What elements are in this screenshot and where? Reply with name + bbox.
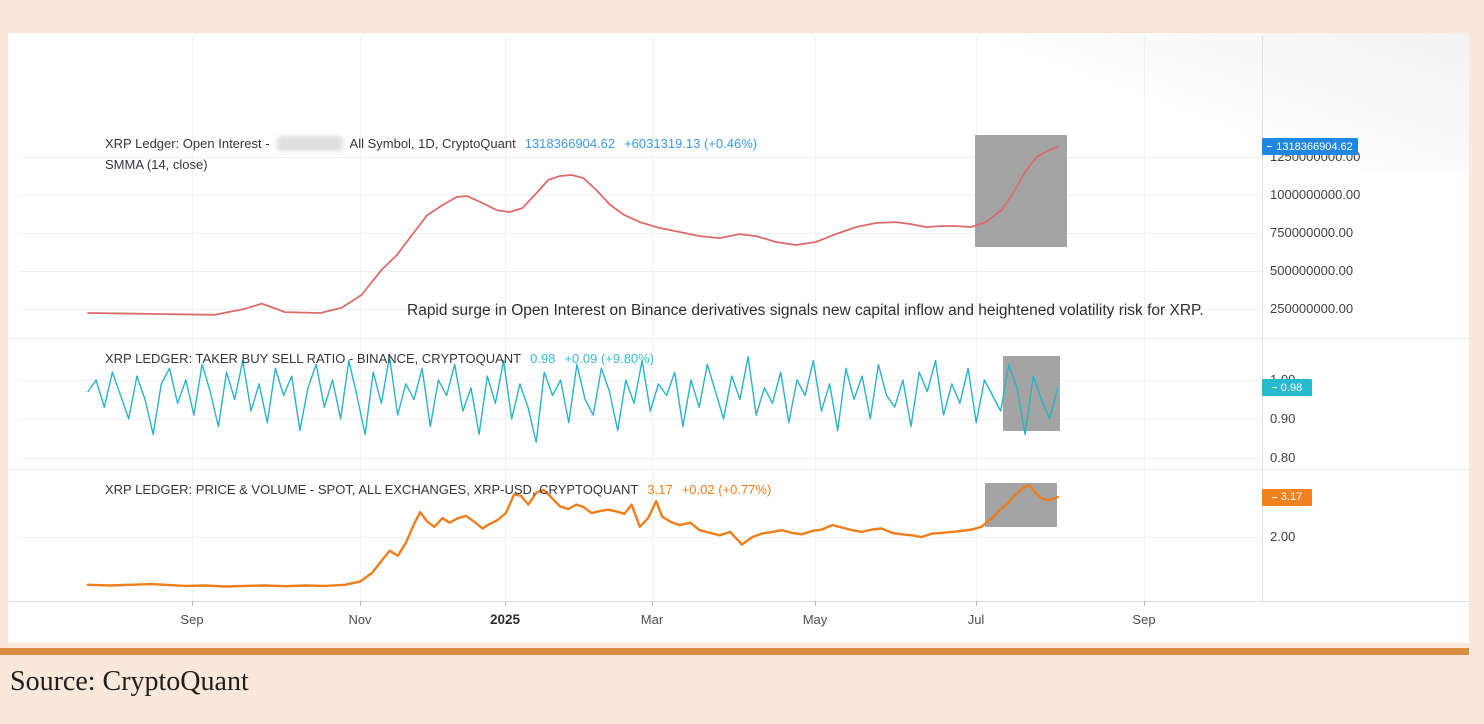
- x-axis-line: [8, 601, 1469, 602]
- x-axis-label: Jul: [967, 612, 985, 627]
- axis-tick-dash: [1271, 496, 1277, 498]
- y-axis-separator: [1262, 36, 1263, 601]
- price-badge: 0.98: [1262, 379, 1312, 397]
- month-gridline: [192, 36, 193, 601]
- source-caption: Source: CryptoQuant: [10, 666, 249, 697]
- month-gridline: [976, 36, 977, 601]
- x-axis-tick: [1144, 601, 1145, 606]
- badge-value: 0.98: [1280, 381, 1303, 394]
- x-axis-tick: [815, 601, 816, 606]
- x-axis-tick: [192, 601, 193, 606]
- x-axis-label: Mar: [640, 612, 664, 627]
- x-axis-label: Sep: [180, 612, 204, 627]
- badge-value: 3.17: [1280, 491, 1303, 504]
- badge-value: 1318366904.62: [1276, 140, 1353, 153]
- month-gridline: [815, 36, 816, 601]
- price-badge: 1318366904.62: [1262, 138, 1358, 156]
- axis-tick-dash: [1271, 387, 1277, 389]
- corner-shade: [1000, 33, 1469, 173]
- x-axis-tick: [976, 601, 977, 606]
- axis-tick-dash: [1267, 146, 1273, 148]
- y-axis-label: 0.80: [1270, 449, 1296, 465]
- x-axis-label: 2025: [489, 612, 521, 627]
- month-gridline: [505, 36, 506, 601]
- y-axis-label: 250000000.00: [1270, 301, 1354, 316]
- panel-separator-2: [8, 469, 1469, 470]
- panel-separator-1: [8, 338, 1469, 339]
- x-axis-label: Sep: [1132, 612, 1156, 627]
- month-gridline: [652, 36, 653, 601]
- y-axis-label: 750000000.00: [1270, 225, 1354, 240]
- x-axis-tick: [505, 601, 506, 606]
- x-axis-tick: [360, 601, 361, 606]
- y-axis-label: 2.00: [1270, 529, 1296, 544]
- y-gridline: [20, 457, 1262, 459]
- y-axis-label: 500000000.00: [1270, 263, 1354, 278]
- month-gridline: [360, 36, 361, 601]
- month-gridline: [1144, 36, 1145, 601]
- x-axis-label: Nov: [348, 612, 372, 627]
- x-axis-tick: [652, 601, 653, 606]
- price-badge: 3.17: [1262, 488, 1312, 506]
- y-axis-label: 0.90: [1270, 410, 1296, 426]
- x-axis-label: May: [802, 612, 828, 627]
- divider-rule: [0, 648, 1469, 655]
- y-axis-label: 1000000000.00: [1270, 187, 1361, 202]
